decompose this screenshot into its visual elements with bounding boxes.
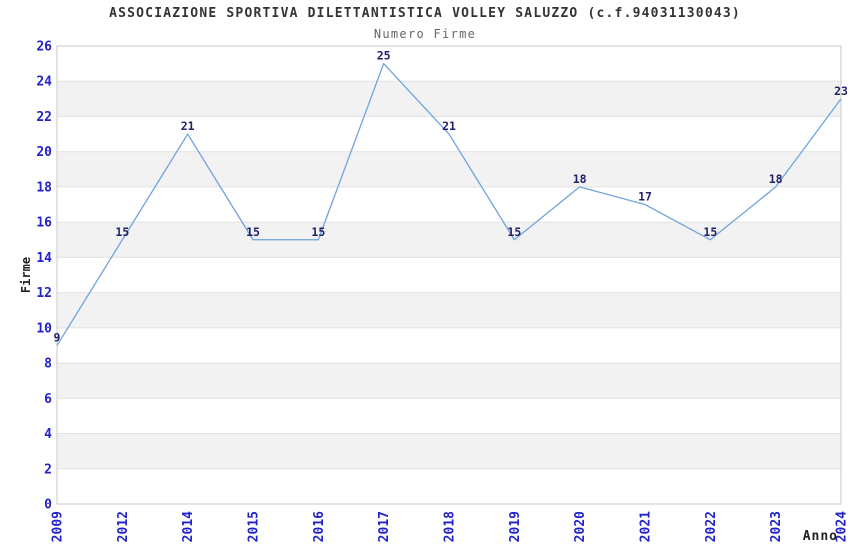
- x-tick-label: 2024: [835, 511, 850, 542]
- plot-band: [57, 257, 841, 293]
- data-label: 15: [246, 225, 260, 239]
- plot-band: [57, 186, 841, 223]
- y-tick-label: 6: [44, 392, 52, 407]
- plot-band: [57, 222, 841, 258]
- y-tick-label: 4: [44, 427, 52, 442]
- x-tick-label: 2021: [639, 511, 654, 542]
- y-tick-label: 8: [44, 357, 52, 372]
- x-tick-label: 2019: [508, 511, 523, 542]
- y-tick-label: 16: [36, 216, 52, 231]
- y-tick-label: 2: [44, 462, 52, 477]
- x-tick-label: 2022: [704, 511, 719, 542]
- x-axis-title: Anno: [803, 529, 838, 544]
- y-tick-label: 12: [36, 286, 52, 301]
- plot-band: [57, 468, 841, 504]
- y-tick-label: 14: [36, 251, 52, 266]
- data-label: 15: [115, 225, 129, 239]
- plot-band: [57, 46, 841, 82]
- plot-band: [57, 327, 841, 364]
- plot-band: [57, 433, 841, 469]
- plot-band: [57, 81, 841, 117]
- y-tick-label: 10: [36, 321, 52, 336]
- x-tick-label: 2020: [573, 511, 588, 542]
- data-label: 18: [573, 172, 587, 186]
- y-tick-label: 26: [36, 40, 52, 55]
- data-label: 15: [703, 225, 717, 239]
- data-label: 15: [507, 225, 521, 239]
- data-label: 21: [181, 119, 195, 133]
- data-label: 15: [311, 225, 325, 239]
- x-tick-label: 2018: [443, 511, 458, 542]
- plot-band: [57, 151, 841, 187]
- data-label: 21: [442, 119, 456, 133]
- x-tick-label: 2012: [116, 511, 131, 542]
- data-label: 18: [769, 172, 783, 186]
- y-axis-title: Firme: [19, 257, 33, 293]
- plot-band: [57, 398, 841, 434]
- plot-band: [57, 363, 841, 399]
- chart-title: ASSOCIAZIONE SPORTIVA DILETTANTISTICA VO…: [109, 6, 741, 21]
- y-tick-label: 0: [44, 498, 52, 513]
- x-tick-label: 2023: [769, 511, 784, 542]
- y-tick-label: 22: [36, 110, 52, 125]
- y-tick-label: 18: [36, 180, 52, 195]
- chart-subtitle: Numero Firme: [373, 27, 477, 41]
- series-line: [56, 62, 842, 346]
- plot-border: [56, 45, 842, 505]
- data-label: 25: [377, 49, 391, 63]
- x-tick-label: 2009: [51, 511, 66, 542]
- y-tick-label: 24: [36, 75, 52, 90]
- y-tick-label: 20: [36, 145, 52, 160]
- data-label: 9: [54, 330, 61, 344]
- x-tick-label: 2014: [181, 511, 196, 542]
- data-label: 23: [834, 84, 848, 98]
- x-tick-label: 2017: [377, 511, 392, 542]
- x-tick-label: 2016: [312, 511, 327, 542]
- x-tick-label: 2015: [247, 511, 262, 542]
- plot-band: [57, 292, 841, 328]
- data-label: 17: [638, 190, 652, 204]
